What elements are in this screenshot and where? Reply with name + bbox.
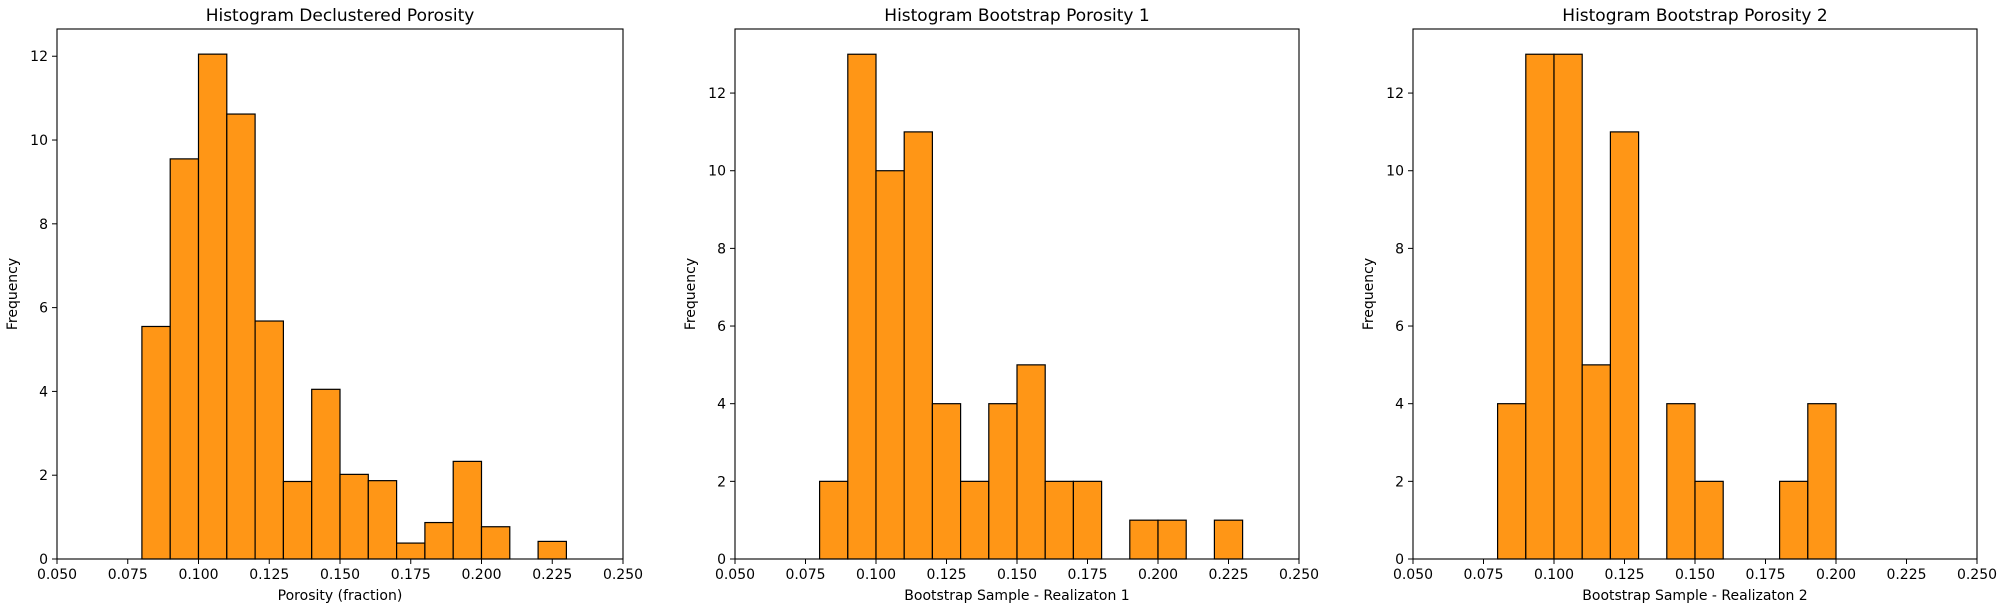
x-tick-label: 0.050 <box>1393 567 1433 583</box>
histogram-bar <box>339 473 369 560</box>
x-tick-label: 0.125 <box>1604 567 1644 583</box>
y-tick-label: 2 <box>39 468 48 484</box>
y-tick-label: 12 <box>1386 86 1404 102</box>
y-tick-label: 4 <box>1395 397 1404 413</box>
histogram-bar <box>875 170 905 560</box>
histogram-bar <box>1044 480 1074 560</box>
x-tick-label: 0.100 <box>178 567 218 583</box>
x-tick-label: 0.125 <box>926 567 966 583</box>
chart-title: Histogram Declustered Porosity <box>206 6 475 26</box>
y-axis-label: Frequency <box>5 258 21 330</box>
x-tick-label: 0.050 <box>37 567 77 583</box>
histogram-bar <box>847 53 877 560</box>
histogram-bar <box>1666 403 1696 560</box>
chart-panel-3: 0.050 0.075 0.100 0.125 0.150 0.175 0.200 0.225… <box>1361 6 1997 604</box>
y-axis-label: Frequency <box>683 258 699 330</box>
histogram-bar <box>1694 480 1724 560</box>
y-tick-label: 12 <box>708 86 726 102</box>
histogram-bar <box>424 521 454 560</box>
histogram-bar <box>396 542 426 560</box>
y-axis-label: Frequency <box>1361 258 1377 330</box>
x-tick-label: 0.250 <box>603 567 643 583</box>
histogram-bar <box>480 526 511 560</box>
histogram-bar <box>1129 519 1159 560</box>
y-tick-label: 4 <box>717 397 726 413</box>
y-tick-label: 10 <box>1386 164 1404 180</box>
histogram-bar <box>903 131 934 560</box>
histogram-bar <box>1496 403 1527 560</box>
histogram-bar <box>1778 480 1809 560</box>
y-tick-label: 6 <box>1395 319 1404 335</box>
x-tick-label: 0.075 <box>108 567 148 583</box>
y-tick-label: 6 <box>717 319 726 335</box>
histogram-bar <box>1072 480 1103 560</box>
y-tick-label: 0 <box>1395 552 1404 568</box>
x-tick-label: 0.100 <box>1534 567 1574 583</box>
x-tick-label: 0.175 <box>1745 567 1785 583</box>
x-tick-label: 0.225 <box>1886 567 1926 583</box>
y-tick-label: 10 <box>708 164 726 180</box>
x-axis-label: Bootstrap Sample - Realizaton 2 <box>1582 588 1807 604</box>
y-tick-label: 6 <box>39 301 48 317</box>
y-tick-label: 4 <box>39 384 48 400</box>
x-tick-label: 0.100 <box>856 567 896 583</box>
x-tick-label: 0.200 <box>461 567 501 583</box>
y-tick-label: 0 <box>39 552 48 568</box>
y-tick-label: 8 <box>39 217 48 233</box>
x-tick-label: 0.225 <box>1208 567 1248 583</box>
x-tick-label: 0.200 <box>1138 567 1178 583</box>
x-axis-label: Porosity (fraction) <box>278 588 403 604</box>
histogram-bar <box>311 388 341 560</box>
histogram-bar <box>1581 364 1611 560</box>
histogram-bar <box>1609 131 1640 560</box>
x-tick-label: 0.200 <box>1816 567 1856 583</box>
histogram-bar <box>1525 53 1555 560</box>
chart-panel-1: 0.050 0.075 0.100 0.125 0.150 0.175 0.200 0.225… <box>5 6 643 604</box>
histogram-bar <box>197 53 228 560</box>
histogram-bar <box>226 113 256 560</box>
x-tick-label: 0.175 <box>1067 567 1107 583</box>
histogram-bar <box>1016 364 1046 560</box>
y-tick-label: 2 <box>1395 474 1404 490</box>
x-tick-label: 0.050 <box>715 567 755 583</box>
histogram-bar <box>254 320 285 560</box>
x-tick-label: 0.175 <box>391 567 431 583</box>
histogram-bar <box>169 158 200 560</box>
x-tick-label: 0.250 <box>1957 567 1997 583</box>
y-tick-label: 10 <box>30 133 48 149</box>
chart-title: Histogram Bootstrap Porosity 1 <box>884 6 1149 26</box>
histogram-bar <box>282 480 313 560</box>
x-tick-label: 0.150 <box>320 567 360 583</box>
y-tick-label: 0 <box>717 552 726 568</box>
histogram-bar <box>141 325 171 560</box>
histogram-bar <box>367 480 398 560</box>
x-axis-label: Bootstrap Sample - Realizaton 1 <box>904 588 1129 604</box>
x-tick-label: 0.150 <box>997 567 1037 583</box>
chart-panel-2: 0.050 0.075 0.100 0.125 0.150 0.175 0.200 0.225… <box>683 6 1319 604</box>
x-tick-label: 0.225 <box>532 567 572 583</box>
x-tick-label: 0.075 <box>785 567 825 583</box>
x-tick-label: 0.125 <box>249 567 289 583</box>
x-tick-label: 0.150 <box>1675 567 1715 583</box>
x-tick-label: 0.075 <box>1463 567 1503 583</box>
histogram-bar <box>537 540 567 560</box>
y-tick-label: 8 <box>1395 241 1404 257</box>
histogram-bar <box>931 403 962 560</box>
histogram-bar <box>1213 519 1244 560</box>
y-tick-label: 12 <box>30 49 48 65</box>
x-tick-label: 0.250 <box>1279 567 1319 583</box>
histogram-bar <box>959 480 990 560</box>
histogram-bar <box>452 460 483 560</box>
y-tick-label: 8 <box>717 241 726 257</box>
histogram-bar <box>1553 53 1583 560</box>
histogram-bar <box>1157 519 1187 560</box>
histogram-bar <box>818 480 849 560</box>
histogram-bar <box>988 403 1018 560</box>
histogram-bar <box>1807 403 1837 560</box>
chart-title: Histogram Bootstrap Porosity 2 <box>1562 6 1827 26</box>
y-tick-label: 2 <box>717 474 726 490</box>
